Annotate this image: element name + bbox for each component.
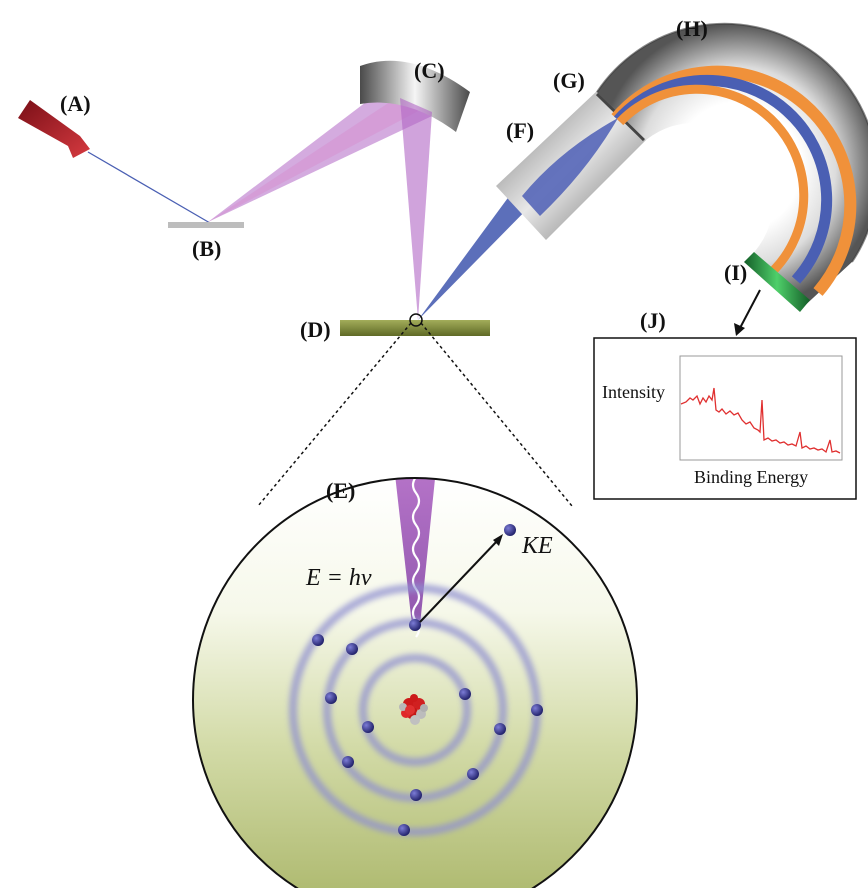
nucleus: [399, 694, 428, 725]
photon-equation: E = hν: [305, 565, 372, 591]
label-j: (J): [640, 308, 666, 333]
electrons: [312, 524, 543, 836]
ejected-electron: [504, 524, 516, 536]
label-d: (D): [300, 317, 331, 342]
spectrum-x-label: Binding Energy: [694, 467, 808, 487]
photon-wave: [411, 478, 421, 638]
mirror-b: [168, 222, 244, 228]
spectrum-panel: Intensity Binding Energy: [593, 337, 857, 500]
label-c: (C): [414, 58, 445, 83]
laser-source: [18, 100, 90, 158]
mirror-c: [360, 60, 470, 132]
detector: [744, 252, 810, 312]
sample-spot: [409, 313, 423, 327]
label-i: (I): [724, 260, 747, 285]
zoom-line-left: [257, 322, 412, 507]
beam-b-to-c-core: [208, 92, 424, 222]
label-h: (H): [676, 16, 708, 41]
trajectory-inner: [616, 84, 809, 274]
spectrum-line: [680, 387, 841, 454]
detector-to-spectrum-arrowhead: [734, 323, 745, 336]
label-f: (F): [506, 118, 534, 143]
electron-beam: [418, 176, 542, 320]
analyzer: [496, 22, 868, 312]
spectrum-y-label: Intensity: [602, 382, 665, 402]
ke-arrow: [419, 539, 499, 623]
ejected-electron-origin: [409, 619, 421, 631]
detector-to-spectrum-arrow: [739, 289, 761, 329]
laser-beam: [87, 151, 211, 224]
zoom-line-right: [420, 322, 573, 507]
electron-lens-beam: [522, 118, 618, 216]
label-g: (G): [553, 68, 585, 93]
ke-arrowhead: [493, 534, 503, 546]
atom-zoom: [192, 477, 638, 888]
beam-c-to-d: [400, 98, 432, 320]
label-e: (E): [326, 478, 355, 503]
sample: [340, 320, 490, 336]
trajectory-mid: [613, 74, 833, 284]
kinetic-energy-label: KE: [521, 533, 553, 559]
beam-b-to-c: [208, 80, 432, 222]
label-a: (A): [60, 91, 91, 116]
label-b: (B): [192, 236, 221, 261]
